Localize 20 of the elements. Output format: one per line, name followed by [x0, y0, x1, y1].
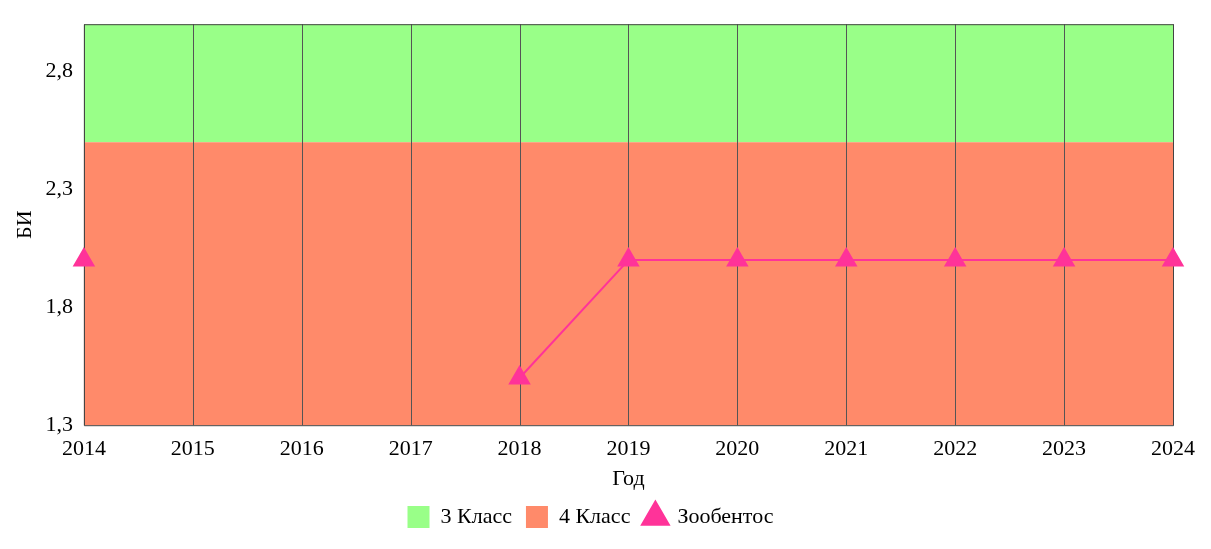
x-tick-label: 2017	[388, 435, 433, 461]
y-axis-title: БИ	[10, 210, 36, 239]
x-tick-label: 2023	[1042, 435, 1087, 461]
x-tick-label: 2016	[279, 435, 324, 461]
x-tick-label: 2020	[715, 435, 760, 461]
x-tick-label: 2022	[933, 435, 978, 461]
x-tick-label: 2024	[1151, 435, 1195, 461]
legend-label: 4 Класс	[558, 502, 631, 528]
x-tick-label: 2015	[170, 435, 215, 461]
legend-label: Зообентос	[677, 502, 774, 528]
y-tick-label: 1,3	[45, 410, 73, 436]
x-tick-label: 2019	[606, 435, 651, 461]
y-tick-label: 2,8	[45, 57, 73, 83]
x-tick-label: 2021	[824, 435, 869, 461]
x-tick-label: 2018	[497, 435, 542, 461]
legend-label: 3 Класс	[440, 502, 513, 528]
y-tick-label: 1,8	[45, 293, 73, 319]
x-axis-title: Год	[612, 464, 645, 490]
x-tick-label: 2014	[61, 435, 106, 461]
y-tick-label: 2,3	[45, 175, 73, 201]
